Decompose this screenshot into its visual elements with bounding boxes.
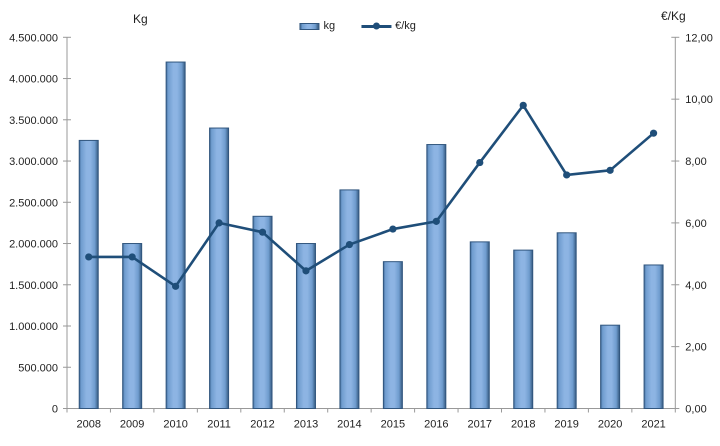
right-axis-tick-label: 2,00 xyxy=(685,342,706,354)
x-axis-label: 2008 xyxy=(76,419,100,431)
bar-2015 xyxy=(382,261,403,409)
line-marker-dot-icon xyxy=(372,22,380,30)
bar-2017 xyxy=(469,241,490,409)
left-axis-tick-label: 4.500.000 xyxy=(9,32,58,44)
left-axis-tick-label: 500.000 xyxy=(18,362,58,374)
bar-2012 xyxy=(252,215,273,409)
line-point-2014 xyxy=(345,240,354,249)
line-point-2008 xyxy=(85,253,93,261)
x-axis-label: 2020 xyxy=(598,419,622,431)
line-point-2015 xyxy=(389,225,397,233)
left-axis-tick-label: 2.500.000 xyxy=(9,197,58,209)
left-axis-title: Kg xyxy=(133,12,148,26)
x-axis-label: 2015 xyxy=(381,419,405,431)
line-point-2016 xyxy=(432,217,440,225)
line-point-2013 xyxy=(302,267,310,275)
line-point-2012 xyxy=(258,228,267,236)
bar-series-swatch-icon xyxy=(299,22,320,30)
x-axis-label: 2016 xyxy=(424,419,448,431)
line-point-2021 xyxy=(649,129,658,137)
line-point-2018 xyxy=(519,101,527,109)
left-axis-tick-label: 2.000.000 xyxy=(9,239,58,251)
bar-2019 xyxy=(556,232,577,409)
right-axis-tick-label: 10,00 xyxy=(685,94,713,106)
legend: kg €/kg xyxy=(299,20,416,32)
line-series-swatch-icon xyxy=(361,22,392,30)
x-axis-label: 2011 xyxy=(207,419,231,431)
x-axis-label: 2012 xyxy=(250,419,274,431)
bar-2009 xyxy=(122,243,143,409)
legend-item-kg: kg xyxy=(299,20,335,32)
line-point-2019 xyxy=(563,171,571,179)
right-axis-tick-label: 12,00 xyxy=(685,32,713,44)
right-axis-tick-label: 0,00 xyxy=(685,404,706,416)
x-axis-label: 2017 xyxy=(468,419,492,431)
bar-2016 xyxy=(426,144,447,409)
x-axis-label: 2009 xyxy=(120,419,144,431)
x-axis-label: 2019 xyxy=(554,419,578,431)
x-axis-label: 2014 xyxy=(337,419,361,431)
legend-item-eur-per-kg: €/kg xyxy=(361,20,416,32)
left-axis-tick-label: 3.500.000 xyxy=(9,115,58,127)
line-point-2017 xyxy=(476,158,484,167)
bar-2021 xyxy=(643,264,664,409)
bar-2010 xyxy=(165,61,186,410)
line-point-2020 xyxy=(606,166,614,174)
bar-2018 xyxy=(513,249,534,409)
right-axis-tick-label: 4,00 xyxy=(685,280,706,292)
right-axis-tick-label: 8,00 xyxy=(685,156,706,168)
left-axis-tick-label: 1.000.000 xyxy=(9,321,58,333)
x-axis-label: 2021 xyxy=(641,419,665,431)
bar-2020 xyxy=(600,324,621,409)
x-axis-label: 2010 xyxy=(163,419,187,431)
x-axis-label: 2018 xyxy=(511,419,535,431)
price-per-kg-line xyxy=(88,104,655,288)
legend-label-eur-per-kg: €/kg xyxy=(395,20,416,32)
legend-label-kg: kg xyxy=(323,20,336,32)
line-point-2010 xyxy=(172,282,180,290)
bar-2008 xyxy=(78,139,99,410)
bar-2014 xyxy=(339,189,360,409)
left-axis-tick-label: 4.000.000 xyxy=(9,74,58,86)
left-axis-tick-label: 1.500.000 xyxy=(9,280,58,292)
right-axis-title: €/Kg xyxy=(661,9,686,23)
left-axis-tick-label: 0 xyxy=(52,404,58,416)
line-point-2011 xyxy=(215,219,223,227)
right-axis-tick-label: 6,00 xyxy=(685,218,706,230)
left-axis-tick-label: 3.000.000 xyxy=(9,156,58,168)
bar-2011 xyxy=(209,127,230,409)
line-point-2009 xyxy=(128,253,136,261)
bar-2013 xyxy=(295,243,316,409)
x-axis-label: 2013 xyxy=(294,419,318,431)
